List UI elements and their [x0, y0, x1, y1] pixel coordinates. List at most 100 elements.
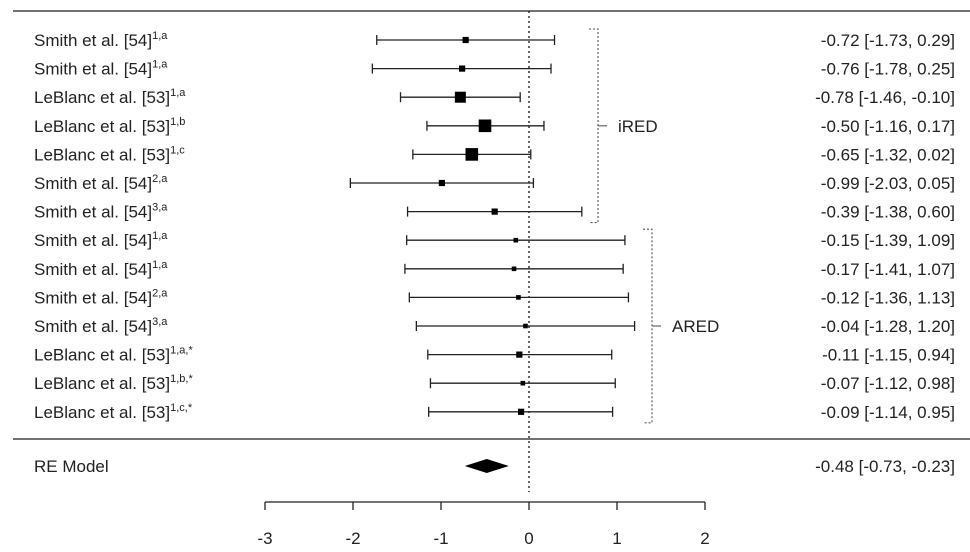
study-superscript: 1,b: [170, 116, 185, 128]
study-superscript: 1,c,*: [170, 402, 193, 414]
study-superscript: 1,a: [152, 59, 168, 71]
study-name: LeBlanc et al. [53]: [34, 374, 170, 393]
study-superscript: 3,a: [152, 202, 168, 214]
study-label: LeBlanc et al. [53]1,b,*: [34, 373, 193, 393]
study-superscript: 1,a: [152, 230, 168, 242]
study-row: LeBlanc et al. [53]1,c,* -0.09 [-1.14, 0.…: [34, 402, 955, 422]
point-estimate: [454, 91, 466, 103]
ci-text: -0.78 [-1.46, -0.10]: [815, 88, 955, 107]
group-bracket: iRED: [589, 28, 658, 224]
study-name: LeBlanc et al. [53]: [34, 346, 170, 365]
ci-text: -0.11 [-1.15, 0.94]: [822, 346, 955, 365]
study-row: LeBlanc et al. [53]1,b -0.50 [-1.16, 0.17…: [34, 116, 955, 136]
point-estimate: [517, 408, 525, 415]
study-label: LeBlanc et al. [53]1,c,*: [34, 402, 193, 422]
study-label: Smith et al. [54]3,a: [34, 202, 168, 222]
study-superscript: 1,c: [170, 144, 185, 156]
bracket-line: [589, 28, 599, 224]
group-label: ARED: [672, 317, 719, 336]
study-superscript: 1,a: [152, 259, 168, 271]
ci-text: -0.50 [-1.16, 0.17]: [821, 117, 955, 136]
study-label: LeBlanc et al. [53]1,a,*: [34, 345, 193, 365]
x-tick-label: 2: [700, 529, 709, 548]
x-tick-label: 1: [612, 529, 621, 548]
group-bracket: ARED: [643, 228, 719, 424]
point-estimate: [459, 65, 466, 72]
study-superscript: 2,a: [152, 287, 168, 299]
study-row: Smith et al. [54]1,a -0.17 [-1.41, 1.07]: [34, 259, 955, 279]
bracket-line: [643, 228, 653, 424]
ci-text: -0.72 [-1.73, 0.29]: [821, 31, 955, 50]
study-name: LeBlanc et al. [53]: [34, 88, 170, 107]
ci-text: -0.12 [-1.36, 1.13]: [821, 288, 955, 307]
study-superscript: 1,a: [152, 30, 168, 42]
x-axis: -3 -2 -1 0 1 2: [257, 501, 710, 548]
x-tick-label: -2: [345, 529, 360, 548]
x-tick-label: 0: [524, 529, 533, 548]
study-label: Smith et al. [54]1,a: [34, 59, 168, 79]
study-superscript: 1,a: [170, 87, 186, 99]
study-label: Smith et al. [54]3,a: [34, 316, 168, 336]
study-label: LeBlanc et al. [53]1,c: [34, 144, 185, 164]
study-name: LeBlanc et al. [53]: [34, 403, 170, 422]
study-name: Smith et al. [54]: [34, 203, 152, 222]
study-label: LeBlanc et al. [53]1,a: [34, 87, 186, 107]
study-row: Smith et al. [54]2,a -0.12 [-1.36, 1.13]: [34, 287, 955, 307]
study-label: Smith et al. [54]1,a: [34, 230, 168, 250]
study-row: Smith et al. [54]1,a -0.76 [-1.78, 0.25]: [34, 59, 955, 79]
study-row: LeBlanc et al. [53]1,c -0.65 [-1.32, 0.02…: [34, 144, 955, 164]
point-estimate: [465, 148, 479, 161]
summary-diamond: [464, 459, 509, 473]
point-estimate: [520, 380, 526, 386]
study-label: LeBlanc et al. [53]1,b: [34, 116, 185, 136]
study-row: Smith et al. [54]3,a -0.04 [-1.28, 1.20]: [34, 316, 955, 336]
study-name: Smith et al. [54]: [34, 288, 152, 307]
summary-row: RE Model -0.48 [-0.73, -0.23]: [34, 457, 955, 476]
x-tick-label: -3: [257, 529, 272, 548]
point-estimate: [511, 266, 517, 272]
ci-text: -0.76 [-1.78, 0.25]: [821, 60, 955, 79]
study-row: LeBlanc et al. [53]1,b,* -0.07 [-1.12, 0.…: [34, 373, 955, 393]
ci-text: -0.39 [-1.38, 0.60]: [821, 203, 955, 222]
study-name: Smith et al. [54]: [34, 60, 152, 79]
study-name: Smith et al. [54]: [34, 231, 152, 250]
study-superscript: 1,b,*: [170, 373, 193, 385]
point-estimate: [516, 295, 521, 300]
ci-text: -0.09 [-1.14, 0.95]: [821, 403, 955, 422]
point-estimate: [462, 36, 469, 44]
summary-label: RE Model: [34, 457, 109, 476]
group-label: iRED: [618, 117, 658, 136]
study-name: Smith et al. [54]: [34, 317, 152, 336]
study-label: Smith et al. [54]1,a: [34, 30, 168, 50]
study-label: Smith et al. [54]2,a: [34, 287, 168, 307]
x-tick-label: -1: [433, 529, 448, 548]
study-name: Smith et al. [54]: [34, 174, 152, 193]
study-name: LeBlanc et al. [53]: [34, 145, 170, 164]
ci-text: -0.17 [-1.41, 1.07]: [821, 260, 955, 279]
point-estimate: [513, 237, 519, 243]
point-estimate: [491, 208, 498, 215]
study-row: LeBlanc et al. [53]1,a,* -0.11 [-1.15, 0.…: [34, 345, 955, 365]
point-estimate: [478, 119, 492, 133]
study-superscript: 3,a: [152, 316, 168, 328]
study-row: Smith et al. [54]2,a -0.99 [-2.03, 0.05]: [34, 173, 955, 193]
study-superscript: 1,a,*: [170, 345, 193, 357]
study-label: Smith et al. [54]2,a: [34, 173, 168, 193]
study-label: Smith et al. [54]1,a: [34, 259, 168, 279]
ci-text: -0.99 [-2.03, 0.05]: [821, 174, 955, 193]
study-name: Smith et al. [54]: [34, 260, 152, 279]
ci-text: -0.15 [-1.39, 1.09]: [821, 231, 955, 250]
point-estimate: [516, 351, 523, 358]
study-row: Smith et al. [54]1,a -0.15 [-1.39, 1.09]: [34, 230, 955, 250]
point-estimate: [438, 179, 445, 187]
study-name: LeBlanc et al. [53]: [34, 117, 170, 136]
summary-ci-text: -0.48 [-0.73, -0.23]: [815, 457, 955, 476]
study-row: LeBlanc et al. [53]1,a -0.78 [-1.46, -0.1…: [34, 87, 955, 107]
study-superscript: 2,a: [152, 173, 168, 185]
study-name: Smith et al. [54]: [34, 31, 152, 50]
ci-text: -0.65 [-1.32, 0.02]: [821, 145, 955, 164]
study-row: Smith et al. [54]1,a -0.72 [-1.73, 0.29]: [34, 30, 955, 50]
ci-text: -0.07 [-1.12, 0.98]: [821, 374, 955, 393]
point-estimate: [523, 323, 528, 329]
